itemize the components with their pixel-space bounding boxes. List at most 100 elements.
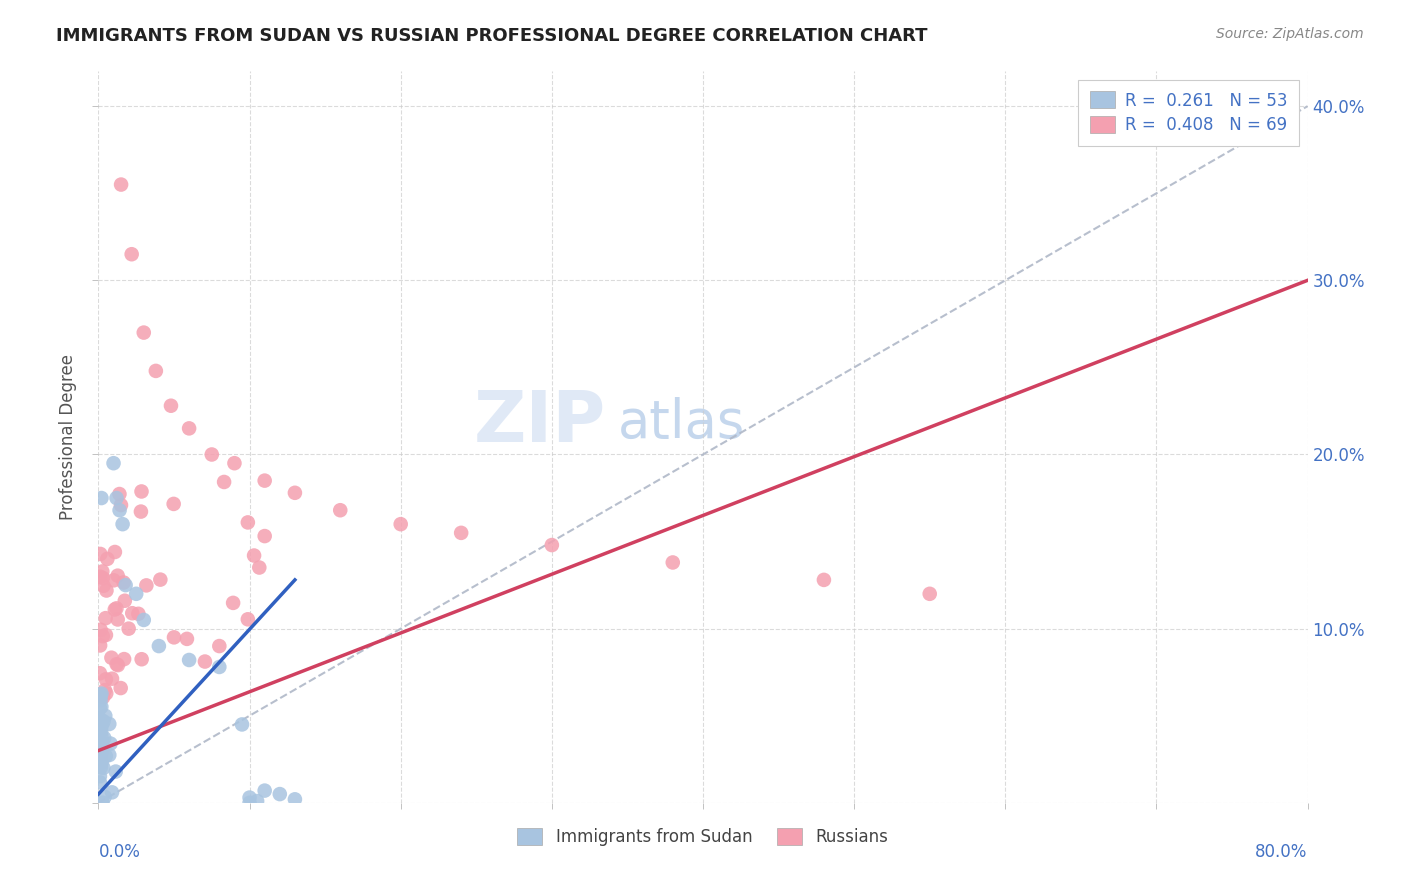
Point (90, 699, 112, 714)
Point (129, 505, 152, 519)
Text: IMMIGRANTS FROM SUDAN VS RUSSIAN PROFESSIONAL DEGREE CORRELATION CHART: IMMIGRANTS FROM SUDAN VS RUSSIAN PROFESS… (56, 27, 928, 45)
Point (107, 612, 129, 626)
Point (90, 718, 112, 732)
Y-axis label: Professional Degree: Professional Degree (59, 354, 77, 520)
Point (89, 748, 111, 763)
Point (107, 658, 129, 673)
Point (105, 601, 128, 615)
Point (90, 689, 112, 703)
Point (91, 796, 114, 810)
Point (91, 629, 114, 643)
Point (101, 785, 124, 799)
Point (93, 579, 115, 593)
Point (89, 639, 111, 653)
Point (110, 681, 132, 695)
Point (89, 742, 111, 756)
Point (231, 717, 253, 731)
Point (89, 754, 111, 768)
Point (148, 639, 170, 653)
Point (247, 560, 270, 574)
Point (163, 631, 186, 645)
Point (108, 503, 131, 517)
Point (89, 701, 111, 715)
Text: 80.0%: 80.0% (1256, 843, 1308, 861)
Point (90, 756, 112, 770)
Point (236, 516, 259, 530)
Point (94, 749, 117, 764)
Point (208, 639, 231, 653)
Legend: Immigrants from Sudan, Russians: Immigrants from Sudan, Russians (510, 822, 896, 853)
Point (91, 571, 114, 585)
Point (246, 794, 269, 808)
Point (89, 570, 111, 584)
Point (121, 247, 143, 261)
Point (253, 783, 276, 797)
Point (127, 607, 149, 621)
Point (239, 790, 262, 805)
Point (131, 652, 153, 666)
Point (93, 761, 115, 775)
Point (222, 596, 245, 610)
Point (93, 714, 115, 729)
Point (110, 498, 132, 512)
Point (90, 491, 112, 505)
Point (160, 399, 183, 413)
Point (540, 538, 562, 552)
Point (813, 573, 835, 587)
Point (104, 764, 127, 779)
Point (450, 525, 472, 540)
Point (163, 497, 186, 511)
Point (253, 474, 276, 488)
Point (145, 364, 167, 378)
Point (90, 744, 112, 758)
Point (89, 769, 111, 783)
Point (105, 491, 128, 505)
Point (94, 611, 117, 625)
Point (132, 613, 155, 627)
Text: ZIP: ZIP (474, 388, 606, 457)
Point (114, 593, 136, 607)
Point (94, 708, 117, 723)
Point (107, 568, 129, 582)
Point (661, 556, 683, 570)
Point (253, 529, 276, 543)
Point (90, 729, 112, 743)
Point (208, 660, 231, 674)
Point (89, 547, 111, 561)
Point (90, 745, 112, 759)
Point (243, 549, 266, 563)
Point (110, 178, 132, 192)
Point (118, 622, 141, 636)
Point (89, 688, 111, 702)
Point (93, 731, 115, 745)
Point (104, 545, 127, 559)
Point (94, 628, 117, 642)
Point (212, 475, 235, 489)
Point (96, 552, 118, 566)
Point (132, 326, 155, 340)
Point (94, 673, 117, 687)
Point (131, 484, 153, 499)
Point (239, 796, 262, 810)
Text: 0.0%: 0.0% (98, 843, 141, 861)
Text: atlas: atlas (619, 396, 745, 449)
Point (91, 565, 114, 579)
Point (114, 578, 136, 592)
Point (104, 602, 127, 616)
Point (90, 693, 112, 707)
Point (93, 789, 115, 804)
Point (149, 573, 172, 587)
Point (111, 517, 134, 532)
Point (90, 623, 112, 637)
Point (112, 652, 135, 666)
Point (98, 717, 121, 731)
Point (90, 760, 112, 774)
Point (105, 657, 128, 672)
Point (90, 687, 112, 701)
Point (201, 448, 224, 462)
Point (103, 574, 125, 588)
Text: Source: ZipAtlas.com: Source: ZipAtlas.com (1216, 27, 1364, 41)
Point (103, 456, 125, 470)
Point (89, 666, 111, 681)
Point (108, 487, 131, 501)
